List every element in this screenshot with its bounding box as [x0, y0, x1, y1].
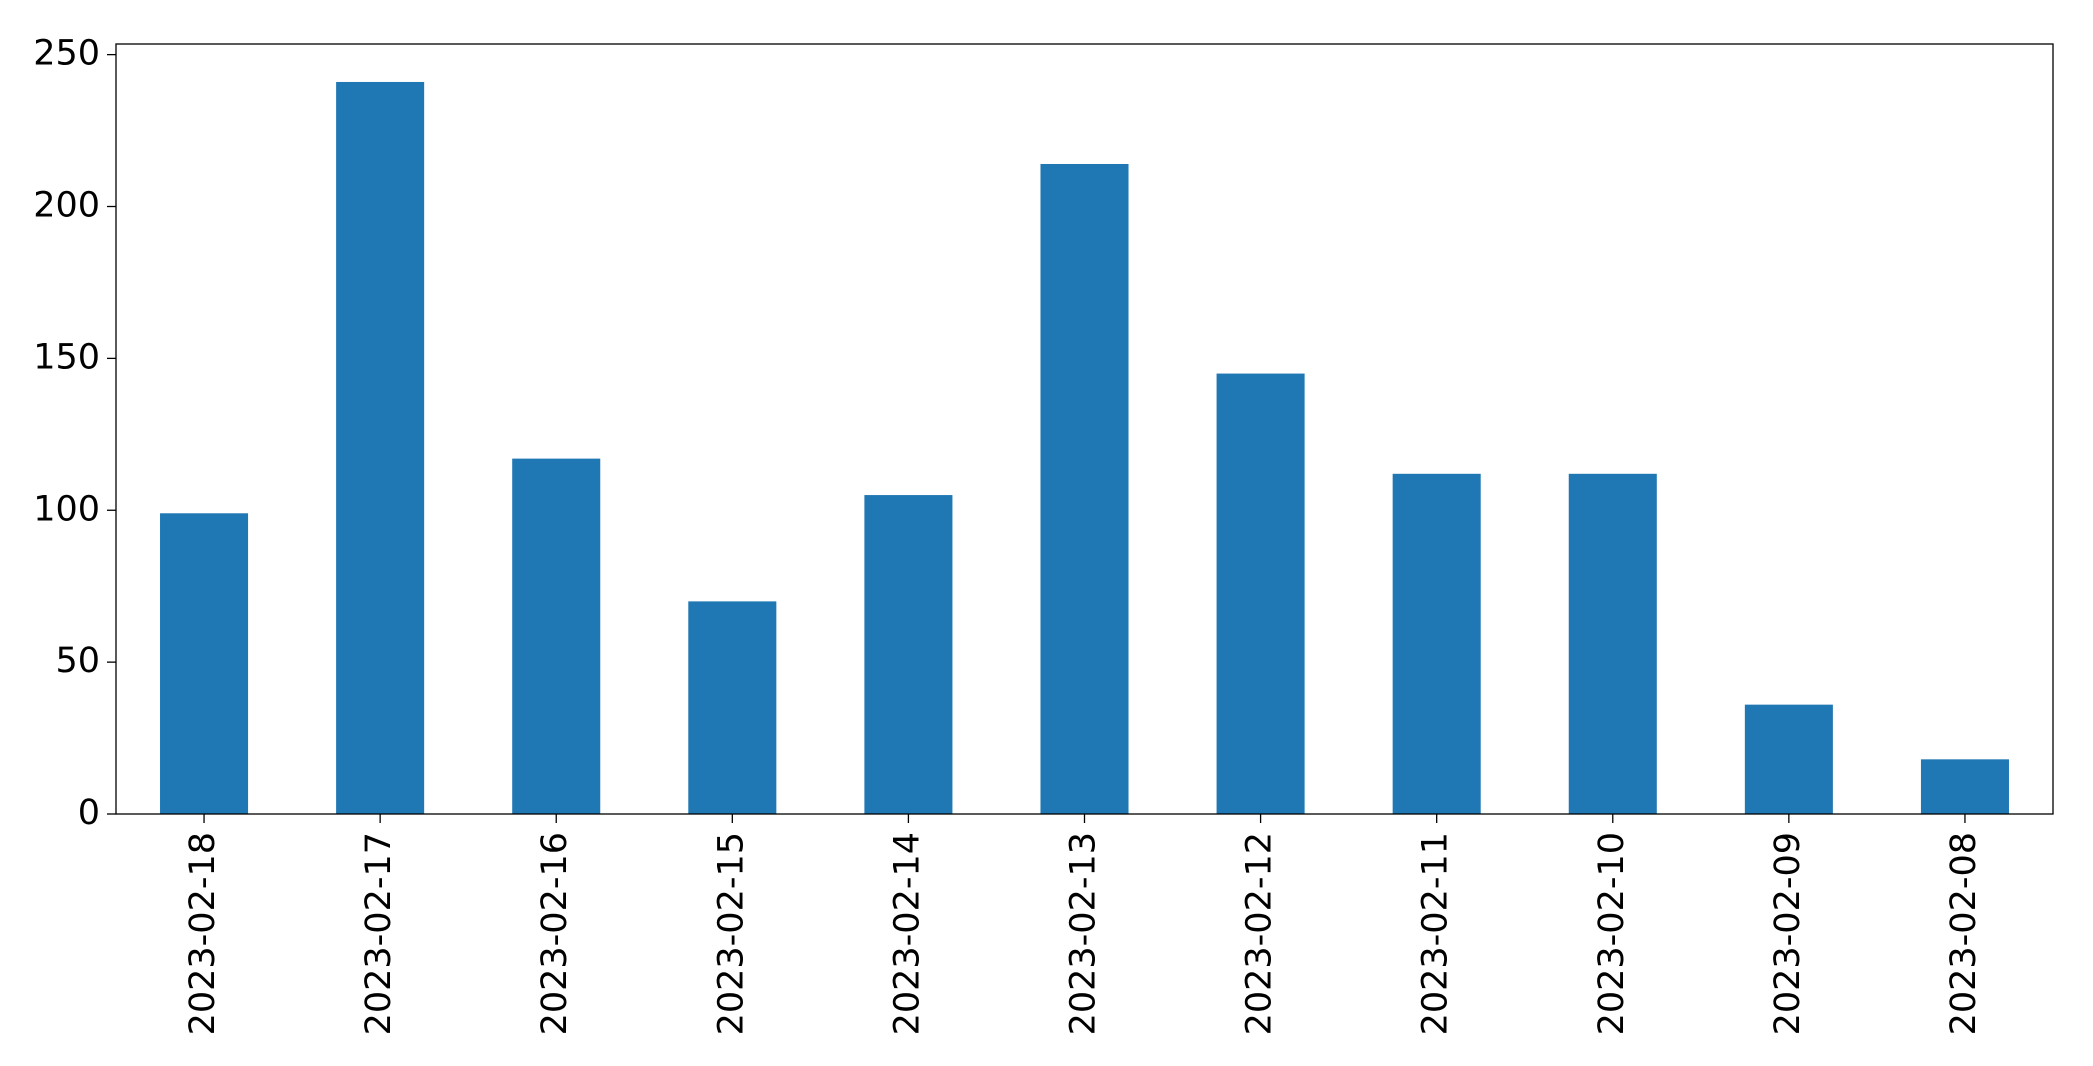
- x-tick-label: 2023-02-14: [887, 832, 927, 1035]
- x-tick-label: 2023-02-18: [183, 832, 223, 1035]
- x-tick-label: 2023-02-08: [1944, 832, 1984, 1035]
- y-tick-label: 100: [33, 489, 100, 529]
- x-tick-label: 2023-02-10: [1592, 832, 1632, 1035]
- bar: [1216, 373, 1305, 814]
- x-tick-label: 2023-02-09: [1768, 832, 1808, 1035]
- x-tick-label: 2023-02-11: [1416, 832, 1456, 1035]
- bar: [864, 495, 953, 814]
- bar: [336, 81, 425, 814]
- x-tick-label: 2023-02-17: [359, 832, 399, 1035]
- bar: [160, 513, 249, 814]
- x-tick-label: 2023-02-12: [1240, 832, 1280, 1035]
- bar: [688, 601, 777, 814]
- x-tick-label: 2023-02-16: [535, 832, 575, 1035]
- y-tick-label: 50: [55, 641, 100, 681]
- bar: [1040, 163, 1129, 814]
- plot-frame: [115, 43, 2054, 815]
- bar: [1568, 473, 1657, 814]
- bar: [512, 458, 601, 814]
- bar: [1920, 759, 2009, 814]
- y-tick-label: 0: [78, 793, 100, 833]
- bar: [1392, 473, 1481, 814]
- y-tick-label: 150: [33, 337, 100, 377]
- x-tick-label: 2023-02-15: [711, 832, 751, 1035]
- y-tick-label: 200: [33, 186, 100, 226]
- bar: [1744, 704, 1833, 814]
- y-tick-label: 250: [33, 34, 100, 74]
- x-tick-label: 2023-02-13: [1064, 832, 1104, 1035]
